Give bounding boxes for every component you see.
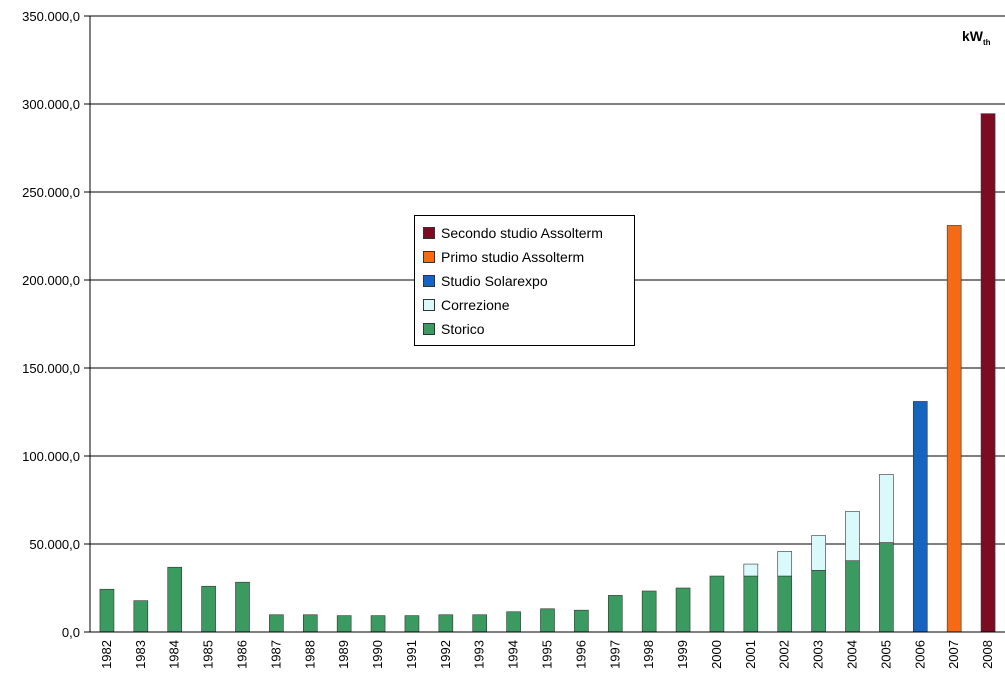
x-tick-labels: 1982 1983 1984 1985 1986 1987 1988 1989 1990 1991… [99,640,995,669]
bar-1996-storico [574,609,589,633]
x-tick-label: 1995 [540,640,555,669]
bar-2005-storico [879,542,894,633]
bar-2002-storico [777,575,793,633]
x-tick-label: 1987 [268,640,283,669]
legend-swatch [423,299,435,311]
bar-2003-correzione [811,535,826,571]
y-tick-label: 50.000,0 [29,537,80,552]
x-tick-label: 1991 [404,640,419,669]
x-tick-label: 2008 [980,640,995,669]
bar-1994-storico [506,611,521,633]
x-tick-label: 1993 [472,640,487,669]
unit-subscript: th [983,38,991,47]
x-tick-label: 2003 [811,640,826,669]
x-tick-label: 2002 [777,640,792,669]
legend-item: Studio Solarexpo [415,269,634,293]
bar-1992-storico [438,614,454,633]
x-tick-label: 2007 [946,640,961,669]
y-tick-label: 250.000,0 [22,185,80,200]
bars [99,113,996,633]
bar-2004-correzione [845,511,860,562]
bar-1993-storico [472,614,488,633]
x-tick-label: 1984 [167,640,182,669]
y-tick-label: 350.000,0 [22,9,80,24]
bar-2005-correzione [879,474,894,543]
bar-1995-storico [540,608,555,633]
bar-2001-correzione [743,563,759,577]
x-tick-label: 1985 [201,640,216,669]
bar-1998-storico [641,590,657,633]
bar-2008-secondo-studio-assolterm [980,113,996,633]
bar-1984-storico [167,566,183,633]
legend-swatch [423,323,435,335]
y-tick-label: 300.000,0 [22,97,80,112]
bar-1986-storico [235,581,250,633]
legend-label: Secondo studio Assolterm [441,225,603,241]
legend-label: Storico [441,321,485,337]
legend-label: Correzione [441,297,510,313]
x-tick-label: 1983 [133,640,148,669]
y-tick-label: 100.000,0 [22,449,80,464]
bar-2000-storico [709,575,725,633]
x-tick-label: 2000 [709,640,724,669]
bar-1982-storico [99,588,115,633]
chart-legend: Secondo studio Assolterm Primo studio Ass… [414,215,635,346]
y-tick-label: 0,0 [62,625,80,640]
legend-swatch [423,251,435,263]
x-tick-label: 1990 [370,640,385,669]
bar-1983-storico [133,600,149,633]
bar-1989-storico [336,615,352,633]
y-tick-label: 200.000,0 [22,273,80,288]
legend-item: Correzione [415,293,634,317]
bar-1990-storico [370,615,386,633]
x-tick-label: 1992 [438,640,453,669]
bar-1987-storico [269,614,284,633]
legend-label: Primo studio Assolterm [441,249,585,265]
x-tick-label: 2001 [743,640,758,669]
legend-item: Storico [415,317,634,341]
x-tick-label: 1999 [675,640,690,669]
bar-2004-storico [845,560,860,633]
bar-1999-storico [675,587,691,633]
bar-2002-correzione [777,551,793,577]
x-tick-label: 1996 [573,640,588,669]
bar-2006-studio-solarexpo [912,401,928,633]
y-tick-labels: 0,0 50.000,0 100.000,0 150.000,0 200.000,0 25… [22,9,80,640]
x-tick-label: 1997 [607,640,622,669]
bar-1997-storico [607,595,623,633]
x-tick-label: 2006 [912,640,927,669]
x-tick-label: 1994 [506,640,521,669]
legend-swatch [423,275,435,287]
bar-2007-primo-studio-assolterm [946,225,962,633]
y-tick-label: 150.000,0 [22,361,80,376]
x-tick-label: 1986 [235,640,250,669]
unit-label: kWth [962,28,991,47]
x-tick-label: 2005 [878,640,893,669]
legend-item: Secondo studio Assolterm [415,221,634,245]
bar-2003-storico [811,570,826,633]
x-tick-label: 1988 [302,640,317,669]
x-tick-label: 1998 [641,640,656,669]
bar-1991-storico [404,615,420,633]
x-tick-label: 1989 [336,640,351,669]
x-tick-label: 1982 [99,640,114,669]
bar-2001-storico [743,575,759,633]
legend-item: Primo studio Assolterm [415,245,634,269]
legend-swatch [423,227,435,239]
x-tick-label: 2004 [845,640,860,669]
bar-1988-storico [302,614,318,633]
legend-label: Studio Solarexpo [441,273,548,289]
bar-1985-storico [201,585,216,633]
